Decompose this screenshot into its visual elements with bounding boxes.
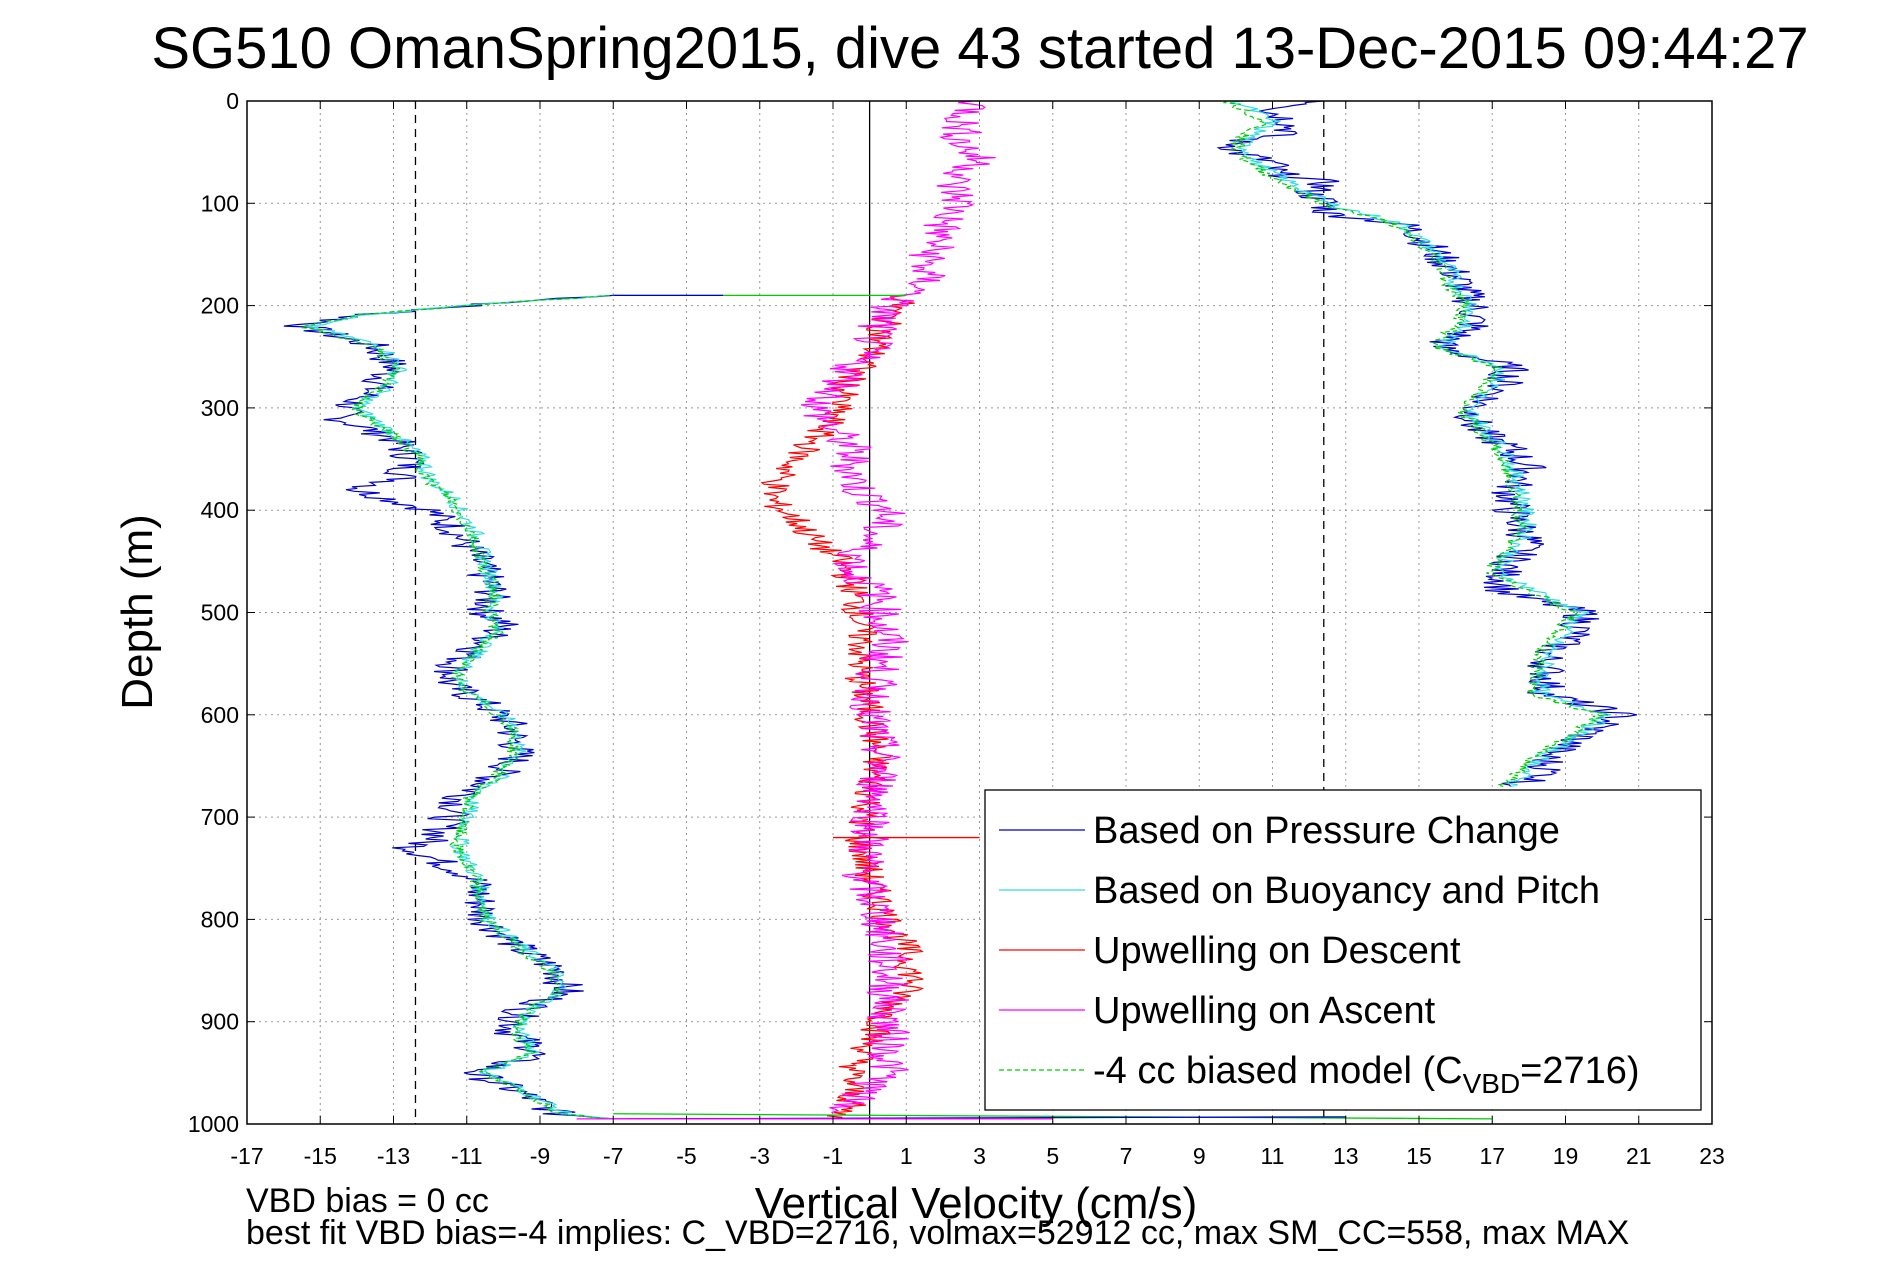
x-tick-label: 21 (1626, 1143, 1652, 1169)
x-tick-label: 17 (1479, 1143, 1505, 1169)
series-line (283, 294, 614, 1120)
x-tick-label: 3 (973, 1143, 986, 1169)
series-layer (283, 100, 1638, 1120)
legend-label: Based on Pressure Change (1093, 810, 1560, 852)
x-tick-label: -7 (603, 1143, 623, 1169)
x-tick-label: 1 (900, 1143, 913, 1169)
legend-entry: -4 cc biased model (CVBD=2716) (1093, 1050, 1640, 1099)
x-tick-label: 5 (1046, 1143, 1059, 1169)
x-tick-label: 19 (1553, 1143, 1579, 1169)
y-tick-label: 400 (201, 497, 239, 523)
y-tick-label: 700 (201, 804, 239, 830)
x-tick-label: -3 (750, 1143, 770, 1169)
series-line (300, 294, 614, 1120)
series-2 (304, 100, 1611, 1120)
x-tick-label: -1 (823, 1143, 843, 1169)
legend-entry: Based on Buoyancy and Pitch (1093, 870, 1600, 912)
legend-subscript: VBD (1463, 1068, 1521, 1099)
legend-entry: Based on Pressure Change (1093, 810, 1560, 852)
series-line (760, 294, 925, 1120)
chart-title: SG510 OmanSpring2015, dive 43 started 13… (151, 16, 1808, 81)
x-tick-label: -17 (230, 1143, 263, 1169)
tick-labels: -17 -15 -13 -11 -9 -7 -5 -3 -1 1 3 5 7 9 11 13 15 17 19 21 2… (188, 88, 1725, 1169)
x-axis-label: Vertical Velocity (cm/s) (755, 1179, 1198, 1228)
series-5 (300, 100, 1609, 1120)
y-axis-label: Depth (m) (113, 514, 162, 710)
y-tick-label: 0 (226, 88, 239, 114)
legend-suffix: =2716) (1520, 1050, 1639, 1092)
legend-label: Upwelling on Ascent (1093, 990, 1436, 1032)
legend-box (984, 789, 1702, 1111)
y-tick-label: 100 (201, 190, 239, 216)
x-tick-label: 23 (1699, 1143, 1725, 1169)
series-4 (800, 100, 996, 1115)
x-tick-label: 13 (1333, 1143, 1359, 1169)
y-tick-label: 600 (201, 702, 239, 728)
x-tick-label: -11 (451, 1143, 483, 1169)
y-tick-label: 800 (201, 906, 239, 932)
x-tick-label: 7 (1120, 1143, 1133, 1169)
x-tick-label: -13 (377, 1143, 410, 1169)
x-tick-label: -15 (304, 1143, 337, 1169)
y-tick-label: 300 (201, 395, 239, 421)
footer-line-1: VBD bias = 0 cc (246, 1182, 489, 1220)
x-tick-label: -5 (676, 1143, 696, 1169)
x-tick-label: 9 (1193, 1143, 1206, 1169)
legend-label: -4 cc biased model (C (1093, 1050, 1463, 1092)
x-tick-label: 15 (1406, 1143, 1432, 1169)
legend-entry: Upwelling on Descent (1093, 930, 1461, 972)
series-line (800, 100, 996, 1115)
series-3 (760, 294, 925, 1120)
y-tick-label: 200 (201, 293, 239, 319)
y-tick-label: 1000 (188, 1111, 239, 1137)
x-tick-label: 11 (1261, 1143, 1285, 1169)
legend-label: Upwelling on Descent (1093, 930, 1461, 972)
legend-label: Based on Buoyancy and Pitch (1093, 870, 1600, 912)
x-tick-label: -9 (530, 1143, 550, 1169)
y-tick-label: 900 (201, 1009, 239, 1035)
series-line (304, 294, 614, 1120)
y-tick-label: 500 (201, 600, 239, 626)
legend-entry: Upwelling on Ascent (1093, 990, 1436, 1032)
legend: Based on Pressure Change Based on Buoyanc… (984, 789, 1702, 1111)
series-line (1229, 100, 1611, 787)
series-line (1222, 100, 1609, 787)
footer-line-2: best fit VBD bias=-4 implies: C_VBD=2716… (246, 1214, 1629, 1252)
